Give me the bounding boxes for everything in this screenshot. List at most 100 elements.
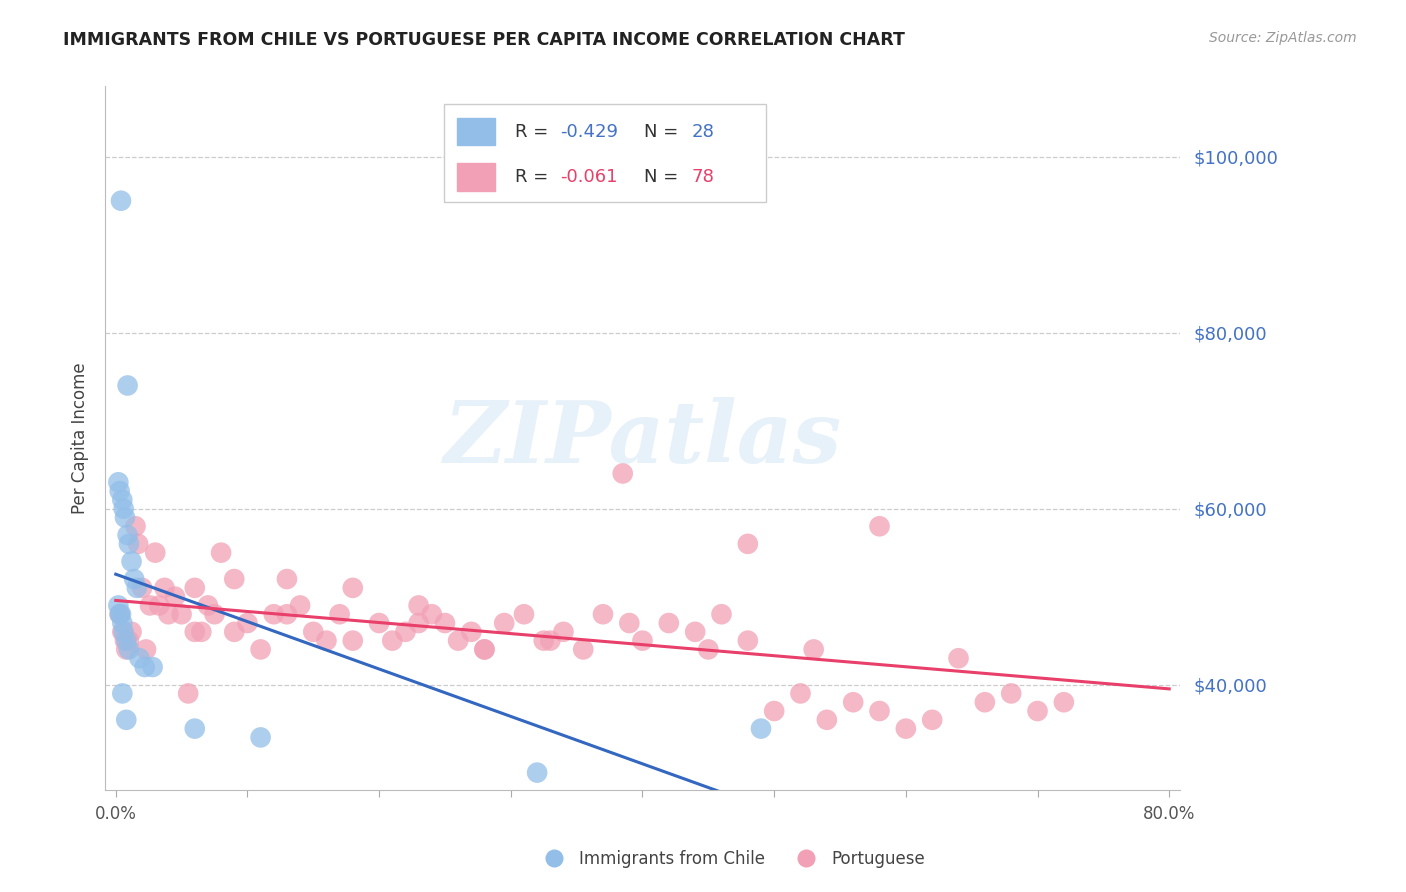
Point bbox=[538, 633, 561, 648]
Point bbox=[948, 651, 970, 665]
Point bbox=[737, 633, 759, 648]
Point bbox=[737, 537, 759, 551]
Legend: Immigrants from Chile, Portuguese: Immigrants from Chile, Portuguese bbox=[530, 844, 932, 875]
Text: Source: ZipAtlas.com: Source: ZipAtlas.com bbox=[1209, 31, 1357, 45]
Point bbox=[533, 633, 555, 648]
Point bbox=[184, 624, 207, 639]
Point bbox=[329, 607, 352, 622]
Point bbox=[381, 633, 404, 648]
Point bbox=[124, 519, 146, 533]
Point bbox=[973, 695, 995, 709]
Point bbox=[658, 615, 681, 630]
Point bbox=[139, 599, 162, 613]
Point bbox=[513, 607, 536, 622]
Point bbox=[302, 624, 325, 639]
Point bbox=[121, 624, 143, 639]
Point bbox=[236, 615, 259, 630]
Point bbox=[128, 651, 150, 665]
Point bbox=[683, 624, 706, 639]
Point bbox=[592, 607, 614, 622]
Point bbox=[125, 581, 148, 595]
Point bbox=[111, 615, 134, 630]
Point bbox=[157, 607, 180, 622]
Point bbox=[118, 537, 141, 551]
Point bbox=[710, 607, 733, 622]
Point bbox=[276, 572, 298, 586]
Point bbox=[108, 607, 131, 622]
Point bbox=[315, 633, 337, 648]
Point bbox=[803, 642, 825, 657]
Point bbox=[108, 607, 131, 622]
Point bbox=[204, 607, 226, 622]
Point bbox=[342, 633, 364, 648]
Point bbox=[111, 492, 134, 507]
Point bbox=[170, 607, 193, 622]
Point bbox=[110, 607, 132, 622]
Point bbox=[368, 615, 391, 630]
Point bbox=[526, 765, 548, 780]
Point bbox=[1053, 695, 1076, 709]
Y-axis label: Per Capita Income: Per Capita Income bbox=[72, 362, 89, 514]
Point bbox=[114, 633, 136, 648]
Point bbox=[115, 633, 138, 648]
Point bbox=[142, 660, 165, 674]
Point bbox=[209, 546, 232, 560]
Point bbox=[121, 554, 143, 568]
Point bbox=[148, 599, 170, 613]
Point bbox=[553, 624, 575, 639]
Point bbox=[394, 624, 416, 639]
Point bbox=[631, 633, 654, 648]
Point bbox=[112, 624, 135, 639]
Point bbox=[408, 599, 430, 613]
Point bbox=[163, 590, 186, 604]
Point bbox=[131, 581, 153, 595]
Point bbox=[177, 686, 200, 700]
Point bbox=[869, 519, 891, 533]
Point bbox=[420, 607, 443, 622]
Point bbox=[263, 607, 285, 622]
Point bbox=[249, 642, 271, 657]
Point bbox=[184, 581, 207, 595]
Point bbox=[408, 615, 430, 630]
Point bbox=[1026, 704, 1049, 718]
Point bbox=[749, 722, 772, 736]
Point bbox=[921, 713, 943, 727]
Point bbox=[447, 633, 470, 648]
Point bbox=[108, 484, 131, 499]
Text: ZIPatlas: ZIPatlas bbox=[443, 397, 842, 480]
Point bbox=[117, 528, 139, 542]
Point bbox=[433, 615, 456, 630]
Point bbox=[135, 642, 157, 657]
Point bbox=[815, 713, 838, 727]
Point bbox=[612, 467, 634, 481]
Point bbox=[111, 624, 134, 639]
Point bbox=[112, 501, 135, 516]
Point bbox=[249, 731, 271, 745]
Point bbox=[107, 599, 129, 613]
Point bbox=[474, 642, 496, 657]
Point bbox=[153, 581, 176, 595]
Point bbox=[114, 510, 136, 524]
Point bbox=[111, 686, 134, 700]
Text: IMMIGRANTS FROM CHILE VS PORTUGUESE PER CAPITA INCOME CORRELATION CHART: IMMIGRANTS FROM CHILE VS PORTUGUESE PER … bbox=[63, 31, 905, 49]
Point bbox=[288, 599, 311, 613]
Point bbox=[342, 581, 364, 595]
Point bbox=[697, 642, 720, 657]
Point bbox=[572, 642, 595, 657]
Point bbox=[1000, 686, 1022, 700]
Point bbox=[107, 475, 129, 490]
Point bbox=[763, 704, 786, 718]
Point bbox=[122, 572, 145, 586]
Point bbox=[184, 722, 207, 736]
Point bbox=[789, 686, 811, 700]
Point bbox=[224, 572, 246, 586]
Point bbox=[894, 722, 917, 736]
Point bbox=[842, 695, 865, 709]
Point bbox=[494, 615, 516, 630]
Point bbox=[460, 624, 482, 639]
Point bbox=[110, 194, 132, 208]
Point bbox=[276, 607, 298, 622]
Point bbox=[117, 378, 139, 392]
Point bbox=[197, 599, 219, 613]
Point bbox=[619, 615, 641, 630]
